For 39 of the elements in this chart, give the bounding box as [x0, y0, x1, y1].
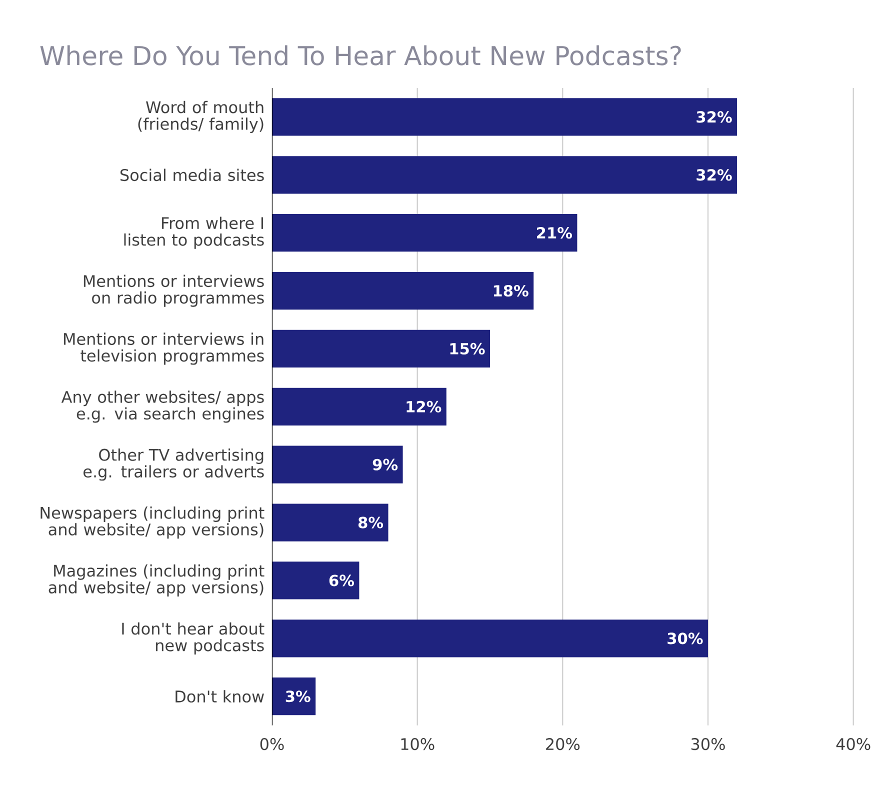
y-tick-label: From where I listen to podcasts — [124, 216, 264, 249]
data-label: 32% — [696, 169, 732, 181]
bar — [272, 156, 738, 194]
y-tick-label: Newspapers (including print and website/ app versions) — [40, 506, 264, 539]
bar — [272, 446, 403, 484]
y-tick-label: Mentions or interviews in television programmes — [64, 332, 264, 365]
bar — [272, 504, 388, 542]
data-label: 9% — [372, 458, 398, 470]
chart-title: Where Do You Tend To Hear About New Podcasts? — [40, 45, 681, 66]
data-label: 12% — [406, 400, 442, 412]
bar — [272, 678, 316, 716]
data-label: 3% — [286, 690, 310, 702]
x-tick-label: 20% — [546, 738, 580, 750]
bar — [272, 98, 738, 136]
data-label: 15% — [450, 342, 485, 355]
y-tick-label: Magazines (including print and website/ app versions) — [48, 564, 264, 597]
y-tick-label: Any other websites/ apps e.g. via search engines — [61, 390, 264, 423]
bar — [272, 330, 490, 368]
data-label: 32% — [696, 111, 732, 123]
x-tick-label: 10% — [401, 738, 434, 750]
y-tick-label: Social media sites — [120, 168, 264, 182]
bar — [272, 562, 360, 600]
y-tick-label: Word of mouth (friends/ family) — [138, 100, 264, 134]
y-tick-label: Don't know — [176, 690, 264, 703]
bar — [272, 214, 578, 252]
data-label: 30% — [668, 632, 703, 644]
x-tick-label: 0% — [260, 738, 284, 750]
data-label: 21% — [537, 227, 572, 239]
data-label: 8% — [358, 516, 384, 528]
bar — [272, 272, 534, 310]
data-label: 6% — [329, 574, 354, 586]
y-tick-label: Other TV advertising e.g. trailers or adverts — [84, 448, 264, 481]
bar — [272, 388, 446, 426]
bar — [272, 620, 708, 658]
x-tick-label: 30% — [691, 738, 725, 750]
x-tick-label: 40% — [836, 738, 870, 750]
y-tick-label: Mentions or interviews on radio programmes — [84, 274, 264, 307]
y-tick-label: I don't hear about new podcasts — [122, 622, 264, 654]
data-label: 18% — [494, 284, 528, 297]
